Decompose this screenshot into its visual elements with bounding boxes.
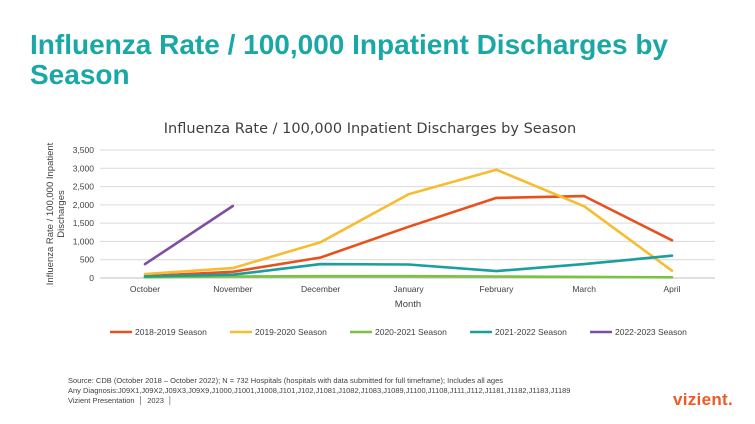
y-tick-label: 1,500 [73,218,95,228]
chart-title: Influenza Rate / 100,000 Inpatient Disch… [164,121,576,137]
y-axis-title-line1: Influenza Rate / 100,000 Inpatient [45,142,56,285]
x-tick-label: April [663,284,680,294]
x-axis-title: Month [395,299,421,310]
legend-label-4: 2022-2023 Season [615,327,687,337]
footer-separator: │ [138,396,144,405]
series-lines [143,168,674,279]
y-tick-label: 1,000 [73,236,95,246]
presentation-label: Vizient Presentation [68,396,135,405]
legend-label-0: 2018-2019 Season [135,327,207,337]
y-tick-label: 2,000 [73,200,95,210]
y-axis-ticks: 0 500 1,000 1,500 2,000 2,500 3,000 3,500 [73,145,95,283]
footer-diagnosis: Any Diagnosis:J09X1,J09X2,J09X3,J09X9,J1… [68,386,571,395]
x-tick-label: November [213,284,252,294]
gridlines [100,149,715,279]
x-tick-label: January [393,284,424,294]
series-line-1 [143,168,674,276]
legend-label-3: 2021-2022 Season [495,327,567,337]
presentation-year: 2023 [147,396,164,405]
legend-label-1: 2019-2020 Season [255,327,327,337]
slide-title: Influenza Rate / 100,000 Inpatient Disch… [30,29,668,90]
y-tick-label: 500 [80,255,94,265]
y-tick-label: 2,500 [73,182,95,192]
series-line-4 [143,204,235,266]
legend: 2018-2019 Season 2019-2020 Season 2020-202… [110,327,687,337]
footer-presentation: Vizient Presentation │ 2023 │ [68,396,177,405]
y-tick-label: 3,500 [73,145,95,155]
footer-separator: │ [167,396,173,405]
series-line-2 [143,274,674,279]
legend-label-2: 2020-2021 Season [375,327,447,337]
x-axis-ticks: October November December January February Ma… [130,284,681,294]
x-tick-label: February [479,284,514,294]
y-tick-label: 3,000 [73,163,95,173]
vizient-logo: vizient. [672,390,733,409]
x-tick-label: October [130,284,160,294]
footer-source: Source: CDB (October 2018 – October 2022… [68,376,503,385]
series-line-3 [143,254,674,278]
x-tick-label: December [301,284,340,294]
x-tick-label: March [572,284,596,294]
y-axis-title-line2: Discharges [56,190,67,238]
series-line-0 [143,194,674,278]
y-tick-label: 0 [89,273,94,283]
